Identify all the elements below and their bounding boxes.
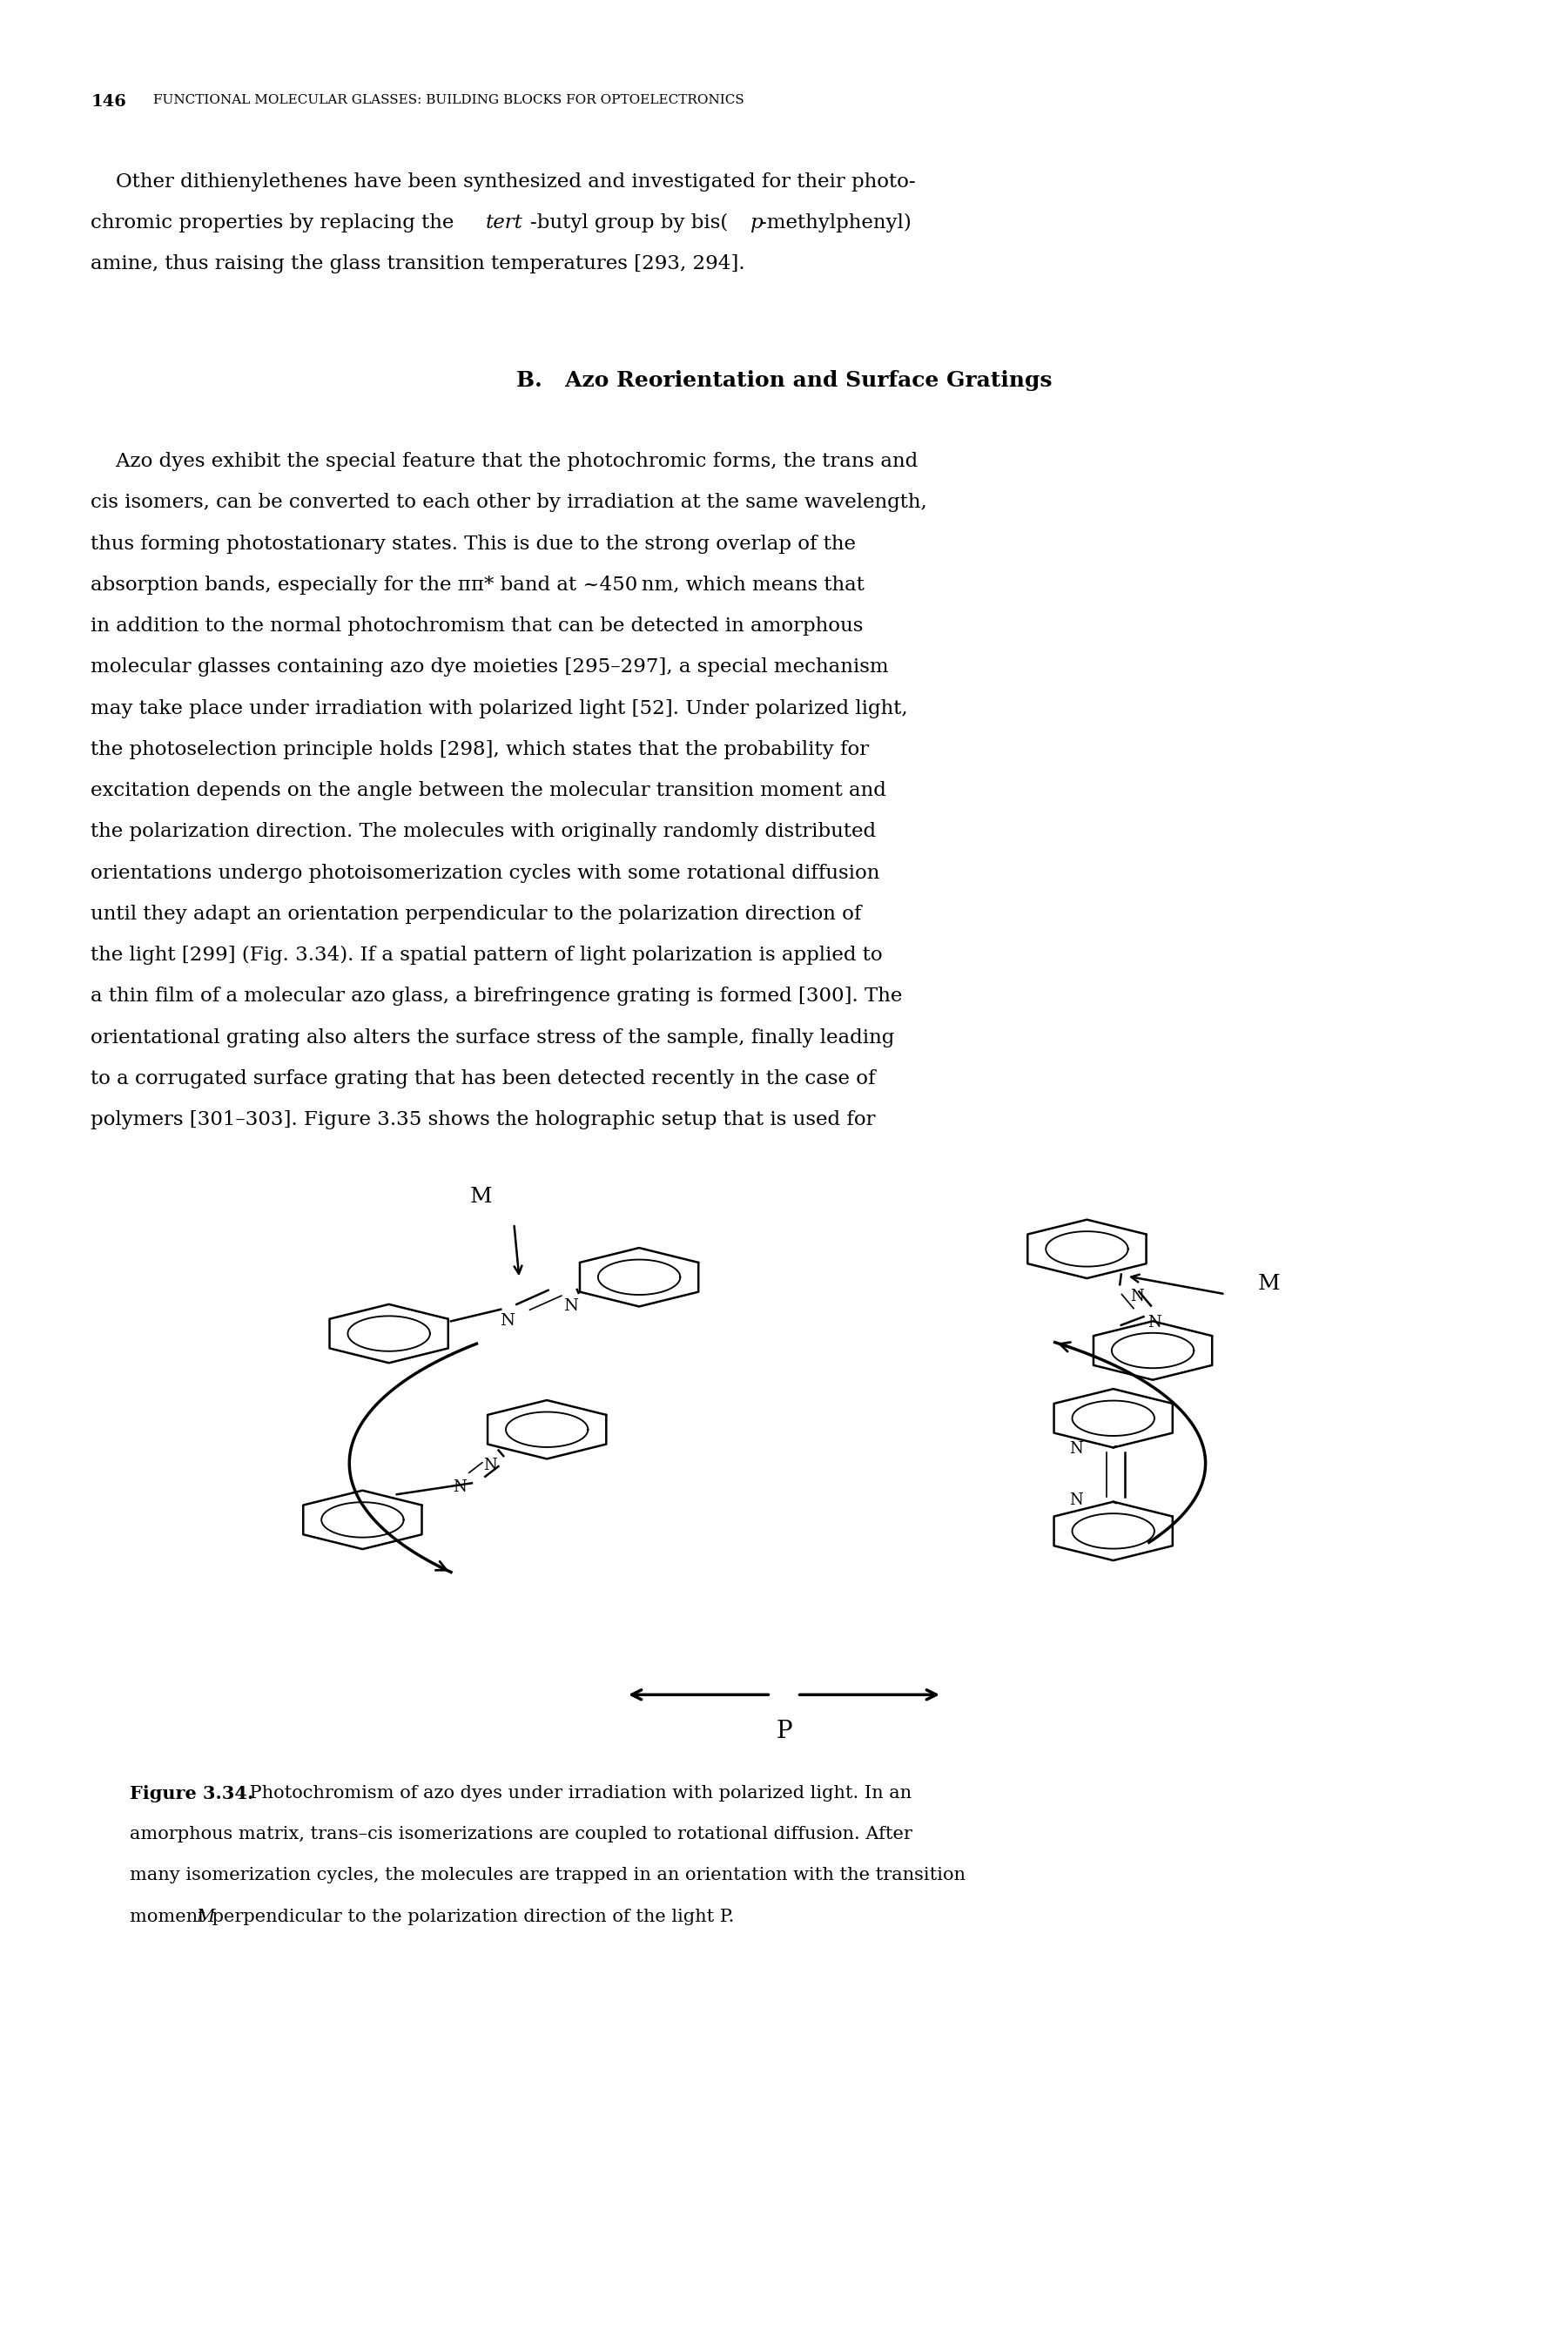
Text: cis isomers, can be converted to each other by irradiation at the same wavelengt: cis isomers, can be converted to each ot… [91,494,927,513]
Text: Photochromism of azo dyes under irradiation with polarized light. In an: Photochromism of azo dyes under irradiat… [245,1784,911,1801]
Text: FUNCTIONAL MOLECULAR GLASSES: BUILDING BLOCKS FOR OPTOELECTRONICS: FUNCTIONAL MOLECULAR GLASSES: BUILDING B… [154,94,745,106]
Text: absorption bands, especially for the ππ* band at ~450 nm, which means that: absorption bands, especially for the ππ*… [91,576,866,595]
Text: excitation depends on the angle between the molecular transition moment and: excitation depends on the angle between … [91,781,886,799]
Text: -methylphenyl): -methylphenyl) [760,214,911,233]
Text: M: M [196,1909,215,1925]
Text: orientational grating also alters the surface stress of the sample, finally lead: orientational grating also alters the su… [91,1027,895,1046]
Text: until they adapt an orientation perpendicular to the polarization direction of: until they adapt an orientation perpendi… [91,905,862,924]
Text: molecular glasses containing azo dye moieties [295–297], a special mechanism: molecular glasses containing azo dye moi… [91,658,889,677]
Text: thus forming photostationary states. This is due to the strong overlap of the: thus forming photostationary states. Thi… [91,534,856,552]
Text: N: N [1148,1314,1162,1331]
Text: amine, thus raising the glass transition temperatures [293, 294].: amine, thus raising the glass transition… [91,254,745,273]
Text: 146: 146 [91,94,127,110]
Text: the photoselection principle holds [298], which states that the probability for: the photoselection principle holds [298]… [91,741,869,759]
Text: the polarization direction. The molecules with originally randomly distributed: the polarization direction. The molecule… [91,823,877,842]
Text: p: p [750,214,762,233]
Text: may take place under irradiation with polarized light [52]. Under polarized ligh: may take place under irradiation with po… [91,698,908,717]
Text: the light [299] (Fig. 3.34). If a spatial pattern of light polarization is appli: the light [299] (Fig. 3.34). If a spatia… [91,945,883,964]
Text: tert: tert [486,214,524,233]
Text: moment: moment [130,1909,212,1925]
Text: orientations undergo photoisomerization cycles with some rotational diffusion: orientations undergo photoisomerization … [91,863,880,882]
Text: perpendicular to the polarization direction of the light P.: perpendicular to the polarization direct… [205,1909,734,1925]
Text: N: N [563,1298,579,1314]
Text: to a corrugated surface grating that has been detected recently in the case of: to a corrugated surface grating that has… [91,1070,877,1089]
Text: B.   Azo Reorientation and Surface Gratings: B. Azo Reorientation and Surface Grating… [516,369,1052,390]
Text: many isomerization cycles, the molecules are trapped in an orientation with the : many isomerization cycles, the molecules… [130,1867,966,1883]
Text: polymers [301–303]. Figure 3.35 shows the holographic setup that is used for: polymers [301–303]. Figure 3.35 shows th… [91,1110,877,1128]
Text: chromic properties by replacing the: chromic properties by replacing the [91,214,461,233]
Text: M: M [470,1187,492,1206]
Text: N: N [483,1458,497,1474]
Text: Azo dyes exhibit the special feature that the photochromic forms, the trans and: Azo dyes exhibit the special feature tha… [91,451,919,470]
Text: N: N [1069,1441,1083,1458]
Text: N: N [1069,1493,1083,1507]
Text: Figure 3.34.: Figure 3.34. [130,1784,254,1803]
Text: N: N [1131,1288,1145,1305]
Text: Other dithienylethenes have been synthesized and investigated for their photo-: Other dithienylethenes have been synthes… [91,172,916,190]
Text: P: P [776,1721,792,1744]
Text: M: M [1258,1274,1281,1293]
Text: -butyl group by bis(: -butyl group by bis( [530,214,728,233]
Text: amorphous matrix, trans–cis isomerizations are coupled to rotational diffusion. : amorphous matrix, trans–cis isomerizatio… [130,1827,913,1843]
Text: a thin film of a molecular azo glass, a birefringence grating is formed [300]. T: a thin film of a molecular azo glass, a … [91,987,903,1006]
Text: N: N [453,1479,467,1495]
Text: in addition to the normal photochromism that can be detected in amorphous: in addition to the normal photochromism … [91,616,864,635]
Text: N: N [500,1312,514,1328]
